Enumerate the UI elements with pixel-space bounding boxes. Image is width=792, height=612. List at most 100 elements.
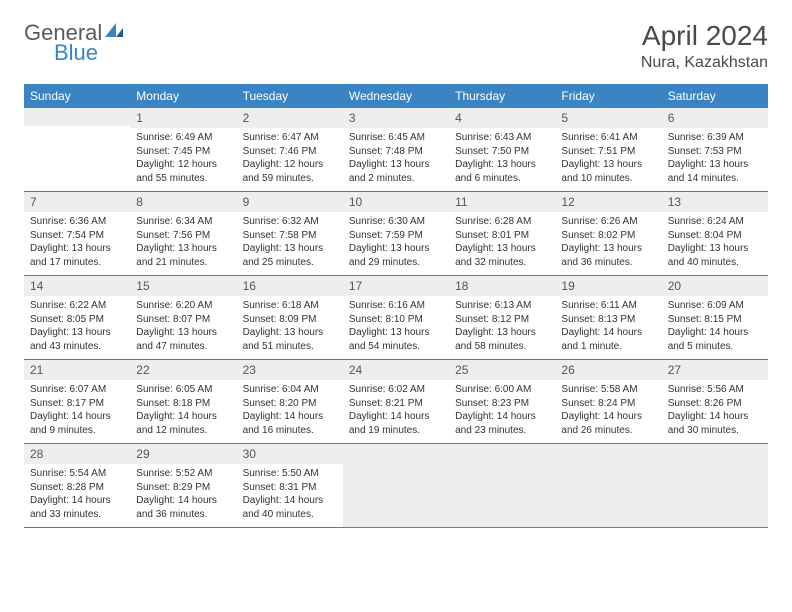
sunset: Sunset: 8:09 PM <box>243 313 337 327</box>
header: GeneralBlue April 2024 Nura, Kazakhstan <box>24 20 768 72</box>
dow-sat: Saturday <box>662 84 768 108</box>
day-cell: 15Sunrise: 6:20 AMSunset: 8:07 PMDayligh… <box>130 276 236 360</box>
day-number: 30 <box>237 444 343 464</box>
sunset: Sunset: 8:13 PM <box>561 313 655 327</box>
daylight: Daylight: 13 hours and 58 minutes. <box>455 326 549 353</box>
dow-mon: Monday <box>130 84 236 108</box>
daylight: Daylight: 12 hours and 55 minutes. <box>136 158 230 185</box>
day-cell: 17Sunrise: 6:16 AMSunset: 8:10 PMDayligh… <box>343 276 449 360</box>
sunset: Sunset: 7:51 PM <box>561 145 655 159</box>
day-number: 15 <box>130 276 236 296</box>
day-cell: 4Sunrise: 6:43 AMSunset: 7:50 PMDaylight… <box>449 108 555 192</box>
day-cell <box>555 444 661 528</box>
day-detail: Sunrise: 6:36 AMSunset: 7:54 PMDaylight:… <box>24 212 130 275</box>
sunset: Sunset: 7:54 PM <box>30 229 124 243</box>
week-row: 21Sunrise: 6:07 AMSunset: 8:17 PMDayligh… <box>24 360 768 444</box>
day-cell: 16Sunrise: 6:18 AMSunset: 8:09 PMDayligh… <box>237 276 343 360</box>
sunset: Sunset: 7:56 PM <box>136 229 230 243</box>
title-block: April 2024 Nura, Kazakhstan <box>641 20 768 72</box>
sunrise: Sunrise: 6:07 AM <box>30 383 124 397</box>
day-detail: Sunrise: 6:34 AMSunset: 7:56 PMDaylight:… <box>130 212 236 275</box>
day-number: 9 <box>237 192 343 212</box>
day-number: 22 <box>130 360 236 380</box>
day-cell: 2Sunrise: 6:47 AMSunset: 7:46 PMDaylight… <box>237 108 343 192</box>
day-detail: Sunrise: 6:20 AMSunset: 8:07 PMDaylight:… <box>130 296 236 359</box>
sunrise: Sunrise: 6:24 AM <box>668 215 762 229</box>
day-cell: 24Sunrise: 6:02 AMSunset: 8:21 PMDayligh… <box>343 360 449 444</box>
sunrise: Sunrise: 6:45 AM <box>349 131 443 145</box>
dow-row: Sunday Monday Tuesday Wednesday Thursday… <box>24 84 768 108</box>
sunset: Sunset: 8:17 PM <box>30 397 124 411</box>
day-cell: 1Sunrise: 6:49 AMSunset: 7:45 PMDaylight… <box>130 108 236 192</box>
sunrise: Sunrise: 6:30 AM <box>349 215 443 229</box>
sunrise: Sunrise: 6:34 AM <box>136 215 230 229</box>
day-cell: 26Sunrise: 5:58 AMSunset: 8:24 PMDayligh… <box>555 360 661 444</box>
sunset: Sunset: 8:20 PM <box>243 397 337 411</box>
day-detail: Sunrise: 6:07 AMSunset: 8:17 PMDaylight:… <box>24 380 130 443</box>
day-cell: 5Sunrise: 6:41 AMSunset: 7:51 PMDaylight… <box>555 108 661 192</box>
daylight: Daylight: 14 hours and 23 minutes. <box>455 410 549 437</box>
day-detail: Sunrise: 6:39 AMSunset: 7:53 PMDaylight:… <box>662 128 768 191</box>
sunset: Sunset: 8:24 PM <box>561 397 655 411</box>
daylight: Daylight: 13 hours and 25 minutes. <box>243 242 337 269</box>
daylight: Daylight: 13 hours and 43 minutes. <box>30 326 124 353</box>
day-detail: Sunrise: 6:13 AMSunset: 8:12 PMDaylight:… <box>449 296 555 359</box>
day-detail: Sunrise: 6:41 AMSunset: 7:51 PMDaylight:… <box>555 128 661 191</box>
sunrise: Sunrise: 5:54 AM <box>30 467 124 481</box>
sunset: Sunset: 7:45 PM <box>136 145 230 159</box>
day-cell: 9Sunrise: 6:32 AMSunset: 7:58 PMDaylight… <box>237 192 343 276</box>
sunrise: Sunrise: 6:02 AM <box>349 383 443 397</box>
daylight: Daylight: 13 hours and 21 minutes. <box>136 242 230 269</box>
daylight: Daylight: 14 hours and 1 minute. <box>561 326 655 353</box>
logo: GeneralBlue <box>24 20 124 66</box>
sunset: Sunset: 7:53 PM <box>668 145 762 159</box>
sunrise: Sunrise: 6:11 AM <box>561 299 655 313</box>
day-cell <box>343 444 449 528</box>
day-number: 23 <box>237 360 343 380</box>
daylight: Daylight: 14 hours and 9 minutes. <box>30 410 124 437</box>
day-cell: 27Sunrise: 5:56 AMSunset: 8:26 PMDayligh… <box>662 360 768 444</box>
day-cell: 8Sunrise: 6:34 AMSunset: 7:56 PMDaylight… <box>130 192 236 276</box>
sunrise: Sunrise: 6:47 AM <box>243 131 337 145</box>
day-cell: 12Sunrise: 6:26 AMSunset: 8:02 PMDayligh… <box>555 192 661 276</box>
day-number: 26 <box>555 360 661 380</box>
sunset: Sunset: 8:07 PM <box>136 313 230 327</box>
sunrise: Sunrise: 6:09 AM <box>668 299 762 313</box>
sunrise: Sunrise: 6:28 AM <box>455 215 549 229</box>
day-number: 17 <box>343 276 449 296</box>
sunrise: Sunrise: 6:41 AM <box>561 131 655 145</box>
day-number: 24 <box>343 360 449 380</box>
dow-fri: Friday <box>555 84 661 108</box>
day-detail: Sunrise: 5:52 AMSunset: 8:29 PMDaylight:… <box>130 464 236 527</box>
day-cell: 22Sunrise: 6:05 AMSunset: 8:18 PMDayligh… <box>130 360 236 444</box>
sunset: Sunset: 8:04 PM <box>668 229 762 243</box>
day-detail: Sunrise: 6:30 AMSunset: 7:59 PMDaylight:… <box>343 212 449 275</box>
calendar-table: Sunday Monday Tuesday Wednesday Thursday… <box>24 84 768 528</box>
sunset: Sunset: 8:18 PM <box>136 397 230 411</box>
day-detail: Sunrise: 6:28 AMSunset: 8:01 PMDaylight:… <box>449 212 555 275</box>
day-number: 6 <box>662 108 768 128</box>
day-number <box>343 444 449 462</box>
location: Nura, Kazakhstan <box>641 54 768 72</box>
day-number: 7 <box>24 192 130 212</box>
day-cell: 30Sunrise: 5:50 AMSunset: 8:31 PMDayligh… <box>237 444 343 528</box>
day-cell: 23Sunrise: 6:04 AMSunset: 8:20 PMDayligh… <box>237 360 343 444</box>
day-cell: 10Sunrise: 6:30 AMSunset: 7:59 PMDayligh… <box>343 192 449 276</box>
sunrise: Sunrise: 6:43 AM <box>455 131 549 145</box>
sunrise: Sunrise: 6:20 AM <box>136 299 230 313</box>
daylight: Daylight: 14 hours and 33 minutes. <box>30 494 124 521</box>
sunset: Sunset: 8:05 PM <box>30 313 124 327</box>
daylight: Daylight: 13 hours and 10 minutes. <box>561 158 655 185</box>
day-number: 16 <box>237 276 343 296</box>
day-number: 5 <box>555 108 661 128</box>
day-number: 19 <box>555 276 661 296</box>
sunrise: Sunrise: 6:18 AM <box>243 299 337 313</box>
sunset: Sunset: 8:15 PM <box>668 313 762 327</box>
sunset: Sunset: 8:26 PM <box>668 397 762 411</box>
sunset: Sunset: 7:58 PM <box>243 229 337 243</box>
dow-wed: Wednesday <box>343 84 449 108</box>
sunrise: Sunrise: 6:04 AM <box>243 383 337 397</box>
day-detail: Sunrise: 6:02 AMSunset: 8:21 PMDaylight:… <box>343 380 449 443</box>
week-row: 1Sunrise: 6:49 AMSunset: 7:45 PMDaylight… <box>24 108 768 192</box>
dow-thu: Thursday <box>449 84 555 108</box>
